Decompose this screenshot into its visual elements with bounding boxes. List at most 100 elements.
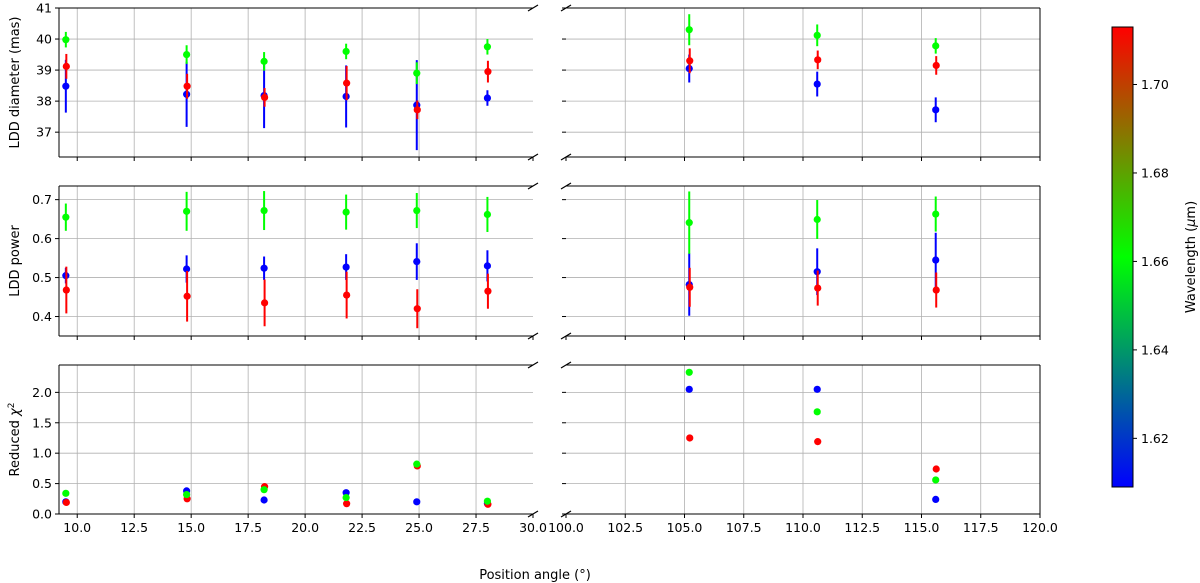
green-point	[413, 206, 421, 215]
red-point	[814, 284, 822, 292]
x-tick-label: 117.5	[963, 520, 999, 535]
red-point	[686, 434, 694, 442]
y-axis-label: LDD power	[8, 225, 23, 297]
red-point	[183, 292, 191, 300]
y-tick-label: 40	[36, 32, 52, 47]
blue-point	[483, 94, 492, 102]
colorbar: 1.62 1.64 1.66 1.68 1.70 Wavelength (μm)	[1111, 26, 1199, 488]
colorbar-tick-label: 1.66	[1141, 254, 1169, 269]
y-tick-label: 1.0	[32, 446, 52, 461]
blue-point	[62, 82, 70, 90]
x-tick-label: 110.0	[785, 520, 821, 535]
red-point	[932, 61, 940, 70]
red-point	[686, 57, 694, 65]
x-axis-label: Position angle (°)	[479, 568, 591, 583]
x-tick-label: 120.0	[1022, 520, 1058, 535]
colorbar-tick-label: 1.70	[1141, 77, 1169, 92]
colorbar-gradient	[1111, 26, 1134, 488]
red-point	[260, 93, 269, 101]
blue-point	[413, 498, 421, 506]
red-point	[484, 287, 492, 295]
axis-break-mark	[527, 361, 539, 369]
x-tick-label: 115.0	[904, 520, 940, 535]
blue-point	[813, 385, 821, 393]
x-tick-label: 30.0	[519, 520, 547, 535]
y-tick-label: 0.5	[32, 270, 52, 285]
red-point	[62, 286, 70, 294]
x-tick-label: 102.5	[607, 520, 643, 535]
blue-point	[183, 265, 191, 273]
y-axis-label-superscript: 2	[7, 403, 17, 409]
colorbar-tick-label: 1.68	[1141, 165, 1169, 180]
red-point	[932, 286, 940, 294]
y-tick-label: 0.0	[32, 507, 52, 522]
blue-point	[813, 80, 821, 88]
axis-break-mark	[560, 361, 572, 369]
green-point	[813, 408, 821, 416]
y-tick-label: 39	[36, 63, 52, 78]
green-point	[183, 207, 191, 215]
y-axis-label-text: Reduced	[8, 416, 23, 476]
green-point	[483, 210, 492, 219]
red-point	[814, 438, 822, 446]
axis-break-mark	[560, 182, 572, 190]
blue-point	[342, 263, 350, 271]
green-point	[413, 460, 421, 468]
y-tick-label: 0.5	[32, 476, 52, 491]
y-tick-label: 38	[36, 94, 52, 109]
x-tick-label: 20.0	[291, 520, 319, 535]
colorbar-label-mu: μ	[1184, 219, 1199, 228]
axis-break-mark	[527, 182, 539, 190]
green-point	[483, 43, 492, 51]
red-point	[814, 56, 822, 64]
y-tick-label: 0.6	[32, 231, 52, 246]
y-tick-label: 41	[36, 1, 52, 16]
panel: 37 38 39 40 41 LDD diameter (mas)	[8, 1, 1041, 161]
green-point	[260, 206, 268, 215]
blue-point	[932, 106, 940, 114]
red-point	[686, 283, 694, 291]
green-point	[483, 497, 492, 505]
green-point	[62, 489, 70, 497]
blue-point	[260, 264, 268, 272]
green-point	[685, 368, 693, 376]
x-tick-label: 17.5	[234, 520, 262, 535]
colorbar-label: Wavelength (μm)	[1184, 201, 1199, 313]
green-point	[685, 219, 693, 227]
y-tick-label: 0.4	[32, 309, 52, 324]
blue-point	[932, 495, 940, 504]
red-point	[484, 68, 492, 76]
y-axis-label: LDD diameter (mas)	[8, 16, 23, 148]
green-point	[342, 47, 350, 56]
colorbar-label-unit: m)	[1184, 201, 1199, 219]
x-tick-label: 15.0	[177, 520, 205, 535]
x-tick-label: 100.0	[548, 520, 584, 535]
red-point	[343, 291, 351, 299]
green-point	[260, 486, 268, 494]
x-tick-label: 22.5	[348, 520, 376, 535]
y-tick-label: 0.7	[32, 192, 52, 207]
green-point	[62, 213, 70, 221]
green-point	[260, 57, 268, 65]
green-point	[932, 42, 940, 50]
y-tick-label: 1.5	[32, 415, 52, 430]
colorbar-tick-label: 1.64	[1141, 342, 1169, 357]
blue-point	[260, 496, 268, 504]
colorbar-tick-label: 1.62	[1141, 431, 1169, 446]
colorbar-label-text: Wavelength (	[1184, 227, 1199, 313]
x-tick-label: 112.5	[844, 520, 880, 535]
y-axis-label-symbol: χ	[8, 407, 23, 417]
x-tick-label: 10.0	[63, 520, 91, 535]
blue-point	[685, 385, 693, 393]
green-point	[183, 50, 191, 59]
panel: 10.0 12.5 15.0 17.5 20.0 22.5 25.0 27.5 30.0 100.…	[7, 361, 1058, 535]
x-tick-label: 25.0	[405, 520, 433, 535]
green-point	[813, 31, 821, 39]
green-point	[932, 210, 940, 218]
axis-break-mark	[527, 4, 539, 12]
green-point	[413, 69, 421, 77]
blue-point	[932, 256, 940, 264]
x-tick-label: 12.5	[120, 520, 148, 535]
red-point	[62, 498, 70, 507]
green-point	[62, 36, 70, 44]
